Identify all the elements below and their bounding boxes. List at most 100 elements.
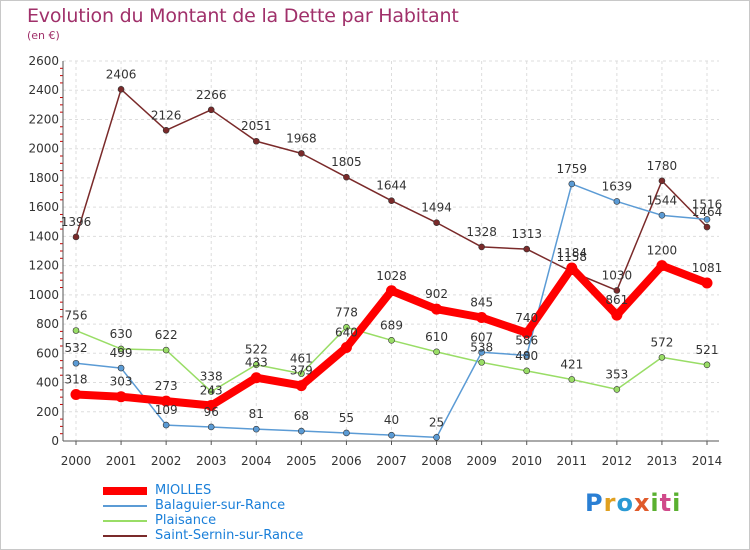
- x-tick-label: 2014: [692, 454, 723, 468]
- legend-swatch-balaguier: [103, 504, 147, 507]
- data-label-balaguier-sur-rance: 1759: [557, 162, 588, 176]
- data-point-miolles: [205, 399, 217, 411]
- data-point-saint-sernin-sur-rance: [162, 126, 170, 134]
- data-label-saint-sernin-sur-rance: 1030: [602, 268, 633, 282]
- data-point-miolles: [70, 389, 82, 401]
- data-label-miolles: 640: [335, 325, 358, 339]
- data-point-plaisance: [703, 361, 711, 369]
- data-label-saint-sernin-sur-rance: 2051: [241, 119, 272, 133]
- data-label-saint-sernin-sur-rance: 1644: [376, 179, 407, 193]
- data-label-saint-sernin-sur-rance: 1328: [466, 225, 497, 239]
- data-point-miolles: [160, 395, 172, 407]
- data-point-miolles: [386, 285, 397, 297]
- data-label-plaisance: 480: [515, 349, 538, 363]
- data-point-plaisance: [162, 346, 170, 354]
- legend-label-plaisance: Plaisance: [155, 513, 217, 528]
- data-point-saint-sernin-sur-rance: [252, 137, 260, 145]
- data-point-miolles: [476, 312, 488, 323]
- x-tick-label: 2004: [241, 454, 272, 468]
- x-tick-label: 2013: [647, 454, 678, 468]
- y-tick-label: 2400: [28, 83, 59, 97]
- data-point-balaguier-sur-rance: [613, 198, 621, 205]
- data-label-miolles: 740: [515, 311, 538, 325]
- data-label-miolles: 861: [605, 293, 628, 307]
- data-label-miolles: 243: [200, 383, 223, 397]
- data-point-miolles: [295, 380, 307, 392]
- data-point-balaguier-sur-rance: [162, 421, 170, 429]
- data-label-miolles: 433: [245, 356, 268, 370]
- plot-area: [63, 61, 719, 441]
- data-label-balaguier-sur-rance: 532: [65, 341, 88, 355]
- data-label-plaisance: 610: [425, 330, 448, 344]
- data-label-balaguier-sur-rance: 607: [470, 330, 493, 344]
- data-point-balaguier-sur-rance: [117, 364, 125, 372]
- data-label-miolles: 318: [65, 373, 88, 387]
- data-label-saint-sernin-sur-rance: 1313: [511, 227, 542, 241]
- data-label-saint-sernin-sur-rance: 1968: [286, 131, 317, 145]
- legend-label-miolles: MIOLLES: [155, 483, 212, 498]
- data-label-balaguier-sur-rance: 55: [339, 411, 354, 425]
- y-tick-label: 1800: [28, 171, 59, 185]
- data-point-saint-sernin-sur-rance: [72, 233, 80, 241]
- data-label-plaisance: 522: [245, 343, 268, 357]
- data-label-plaisance: 338: [200, 370, 223, 384]
- data-label-plaisance: 461: [290, 352, 313, 366]
- data-point-miolles: [115, 391, 127, 403]
- data-label-balaguier-sur-rance: 109: [155, 403, 178, 417]
- data-label-miolles: 1184: [557, 246, 588, 260]
- proxiti-logo: Proxiti: [585, 489, 682, 517]
- y-tick-label: 800: [36, 317, 59, 331]
- data-label-plaisance: 622: [155, 328, 178, 342]
- data-label-balaguier-sur-rance: 81: [249, 407, 264, 421]
- data-point-saint-sernin-sur-rance: [298, 150, 305, 157]
- data-point-plaisance: [117, 345, 125, 353]
- data-point-plaisance: [252, 361, 260, 369]
- x-tick-label: 2009: [466, 454, 497, 468]
- data-label-miolles: 1028: [376, 269, 407, 283]
- line-chart: 0 200 400 600 800 1000 1200 1400 1600 1800 2000 220…: [28, 54, 723, 468]
- chart-subtitle: (en €): [27, 29, 60, 42]
- y-tick-label: 1600: [28, 200, 59, 214]
- data-point-plaisance: [298, 370, 305, 377]
- data-point-plaisance: [613, 386, 621, 393]
- data-point-plaisance: [478, 359, 485, 366]
- data-label-plaisance: 756: [65, 309, 88, 323]
- data-point-miolles: [521, 327, 533, 339]
- data-point-saint-sernin-sur-rance: [478, 243, 485, 251]
- data-label-balaguier-sur-rance: 25: [429, 415, 444, 429]
- data-label-miolles: 273: [155, 379, 178, 393]
- x-tick-label: 2003: [196, 454, 227, 468]
- data-point-plaisance: [343, 323, 350, 331]
- data-label-saint-sernin-sur-rance: 1805: [331, 155, 362, 169]
- data-point-saint-sernin-sur-rance: [433, 219, 440, 226]
- legend-swatch-saint-sernin: [103, 534, 147, 537]
- data-point-balaguier-sur-rance: [568, 180, 576, 188]
- data-label-miolles: 845: [470, 296, 493, 310]
- legend-label-balaguier: Balaguier-sur-Rance: [155, 498, 286, 513]
- data-point-plaisance: [72, 327, 80, 334]
- data-label-miolles: 1081: [692, 261, 723, 275]
- data-point-miolles: [566, 262, 578, 274]
- legend-swatch-plaisance: [103, 519, 147, 522]
- data-label-balaguier-sur-rance: 1544: [647, 193, 678, 207]
- data-point-balaguier-sur-rance: [703, 216, 711, 223]
- y-tick-label: 2200: [28, 112, 59, 126]
- data-label-plaisance: 538: [470, 340, 493, 354]
- data-point-balaguier-sur-rance: [658, 212, 666, 219]
- data-label-saint-sernin-sur-rance: 2126: [151, 108, 182, 122]
- data-point-balaguier-sur-rance: [207, 423, 215, 431]
- legend-label-saint-sernin: Saint-Sernin-sur-Rance: [155, 528, 304, 543]
- legend-item-plaisance: Plaisance: [101, 513, 303, 528]
- y-tick-label: 2600: [28, 54, 59, 68]
- data-point-balaguier-sur-rance: [388, 431, 395, 439]
- x-tick-label: 2005: [286, 454, 317, 468]
- data-point-plaisance: [523, 367, 531, 375]
- legend-item-balaguier: Balaguier-sur-Rance: [101, 498, 303, 513]
- data-point-plaisance: [388, 336, 395, 344]
- y-tick-label: 1200: [28, 259, 59, 273]
- data-point-plaisance: [207, 388, 215, 395]
- x-tick-label: 2002: [151, 454, 182, 468]
- data-label-saint-sernin-sur-rance: 1396: [61, 215, 92, 229]
- x-tick-label: 2010: [511, 454, 542, 468]
